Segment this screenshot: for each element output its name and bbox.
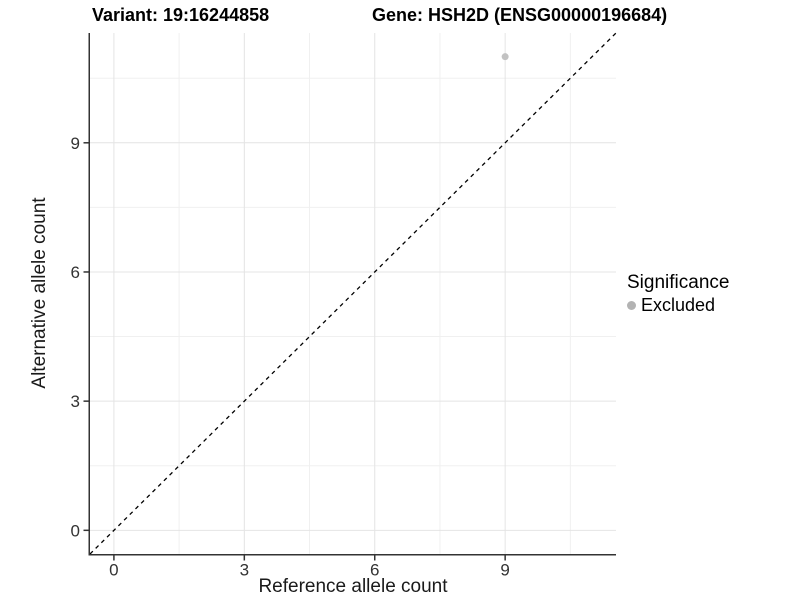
- legend-items: Excluded: [627, 295, 729, 315]
- legend-item: Excluded: [627, 295, 729, 315]
- legend-key-dot: [627, 300, 636, 310]
- plot-title-variant: Variant: 19:16244858: [92, 5, 270, 25]
- legend-item-label: Excluded: [641, 295, 716, 315]
- y-axis-title: Alternative allele count: [29, 197, 50, 389]
- legend: Significance Excluded: [627, 272, 729, 315]
- x-tick-label: 9: [500, 561, 509, 580]
- plot-title-gene: Gene: HSH2D (ENSG00000196684): [372, 5, 668, 25]
- y-tick-label: 6: [71, 263, 80, 282]
- x-tick-label: 6: [370, 561, 379, 580]
- identity-diagonal-line: [89, 32, 617, 555]
- y-tick-label: 0: [71, 521, 80, 540]
- x-tick-label: 3: [240, 561, 249, 580]
- data-point: [501, 53, 509, 61]
- x-axis-title: Reference allele count: [258, 576, 448, 597]
- x-tick-label: 0: [109, 561, 118, 580]
- legend-title: Significance: [627, 272, 730, 293]
- y-tick-label: 3: [71, 392, 80, 411]
- y-tick-label: 9: [71, 134, 80, 153]
